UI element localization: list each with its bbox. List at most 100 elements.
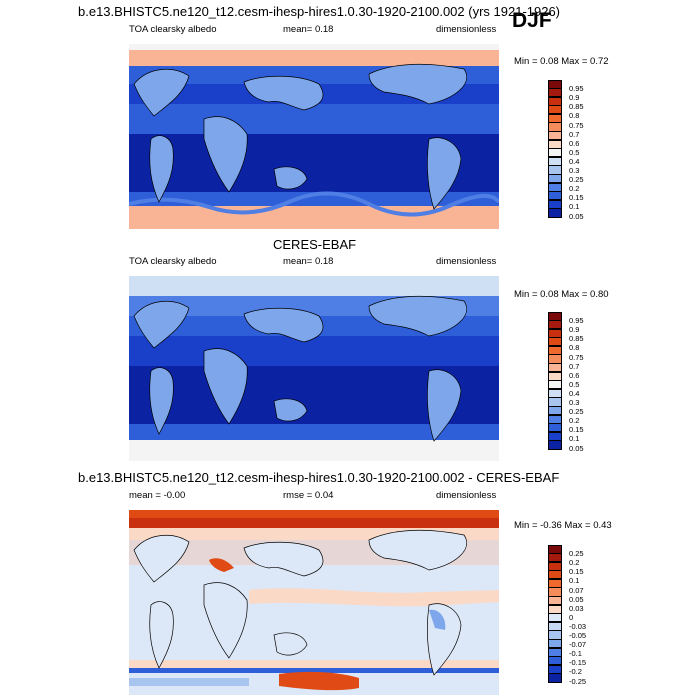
colorbar-segment [548,613,562,623]
colorbar-tick-label: -0.1 [569,649,582,659]
colorbar-tick-label: 0.15 [569,425,584,435]
figure-title: b.e13.BHISTC5.ne120_t12.cesm-ihesp-hires… [78,4,561,19]
colorbar-tick-label: 0.3 [569,398,580,407]
colorbar-segment [548,570,562,580]
colorbar-segment [548,199,562,209]
colorbar-segment [548,380,562,390]
colorbar-segment [548,148,562,158]
colorbar-segment [548,630,562,640]
colorbar-segment [548,311,562,321]
colorbar-segment [548,397,562,407]
panel-2-units: dimensionless [436,256,497,267]
colorbar-tick-label: 0.05 [569,594,584,604]
colorbar-tick-label: -0.07 [569,640,587,650]
colorbar-segment [548,423,562,433]
colorbar-segment [548,363,562,373]
colorbar-segment [548,139,562,149]
colorbar-segment [548,673,562,683]
colorbar-segment [548,174,562,184]
panel-3-mean: mean = -0.00 [129,490,186,501]
colorbar-tick-label: 0.1 [569,434,580,444]
panel-3-minmax: Min = -0.36 Max = 0.43 [514,520,612,531]
colorbar-tick-label: 0.07 [569,585,584,595]
colorbar-tick-label: 0.1 [569,576,580,586]
panel-3-rmse: rmse = 0.04 [283,490,334,501]
colorbar-tick-label: 0.7 [569,361,580,371]
colorbar-tick-label: 0.5 [569,379,580,389]
colorbar-tick-label: 0.9 [569,93,580,103]
panel-2-mean: mean= 0.18 [283,256,334,267]
colorbar-segment [548,113,562,123]
colorbar-tick-label: 0.8 [569,343,580,353]
colorbar-tick-label: 0.6 [569,138,580,148]
colorbar-segment [548,191,562,201]
colorbar-tick-label: -0.03 [569,621,587,631]
colorbar-tick-label: -0.25 [569,676,587,686]
colorbar-segment [548,208,562,218]
colorbar-segment [548,664,562,674]
colorbar-tick-label: 0.05 [569,211,584,221]
colorbar-tick-label: 0.6 [569,370,580,380]
colorbar-tick-label: 0.2 [569,416,580,426]
colorbar-segment [548,604,562,614]
colorbar-segment [548,354,562,364]
colorbar-segment [548,105,562,115]
colorbar-segment [548,182,562,192]
colorbar-tick-label: 0.4 [569,156,580,166]
colorbar-tick-label: 0.15 [569,193,584,203]
panel-3-colorbar [548,544,562,683]
colorbar-segment [548,79,562,89]
colorbar-tick-label: 0.3 [569,166,580,175]
colorbar-segment [548,544,562,554]
colorbar-tick-label: 0 [569,612,574,622]
colorbar-segment [548,96,562,106]
colorbar-tick-label: 0.2 [569,184,580,194]
colorbar-segment [548,647,562,657]
panel-2-variable: TOA clearsky albedo [129,256,217,267]
colorbar-segment [548,345,562,355]
colorbar-segment [548,639,562,649]
colorbar-tick-label: -0.15 [569,658,587,668]
colorbar-tick-label: 0.25 [569,407,584,417]
colorbar-segment [548,561,562,571]
panel-1-colorbar [548,79,562,218]
colorbar-tick-label: 0.25 [569,175,584,185]
colorbar-segment [548,122,562,132]
colorbar-segment [548,337,562,347]
colorbar-tick-label: 0.05 [569,443,584,453]
colorbar-tick-label: 0.03 [569,603,584,613]
colorbar-tick-label: 0.15 [569,567,584,577]
colorbar-segment [548,596,562,606]
colorbar-tick-label: 0.4 [569,388,580,398]
panel-3-heading: b.e13.BHISTC5.ne120_t12.cesm-ihesp-hires… [78,470,560,485]
colorbar-tick-label: -0.2 [569,667,582,677]
panel-2-heading: CERES-EBAF [273,237,357,252]
panel-1-minmax: Min = 0.08 Max = 0.72 [514,56,609,67]
panel-1-map [129,44,499,229]
colorbar-tick-label: 0.25 [569,549,584,559]
colorbar-segment [548,371,562,381]
colorbar-tick-label: 0.2 [569,558,580,568]
colorbar-tick-label: 0.1 [569,202,580,212]
colorbar-segment [548,131,562,141]
colorbar-segment [548,165,562,175]
colorbar-tick-label: 0.8 [569,111,580,121]
colorbar-tick-label: 0.95 [569,84,584,94]
panel-1-units: dimensionless [436,24,497,35]
colorbar-segment [548,621,562,631]
panel-1-variable: TOA clearsky albedo [129,24,217,35]
colorbar-tick-label: 0.75 [569,120,584,130]
panel-1-mean: mean= 0.18 [283,24,334,35]
colorbar-tick-label: 0.95 [569,316,584,326]
colorbar-segment [548,406,562,416]
colorbar-segment [548,156,562,166]
colorbar-segment [548,656,562,666]
colorbar-segment [548,553,562,563]
panel-2-colorbar [548,311,562,450]
colorbar-segment [548,587,562,597]
season-label: DJF [512,9,552,32]
colorbar-segment [548,320,562,330]
panel-2-minmax: Min = 0.08 Max = 0.80 [514,289,609,300]
colorbar-segment [548,440,562,450]
colorbar-tick-label: 0.85 [569,334,584,344]
